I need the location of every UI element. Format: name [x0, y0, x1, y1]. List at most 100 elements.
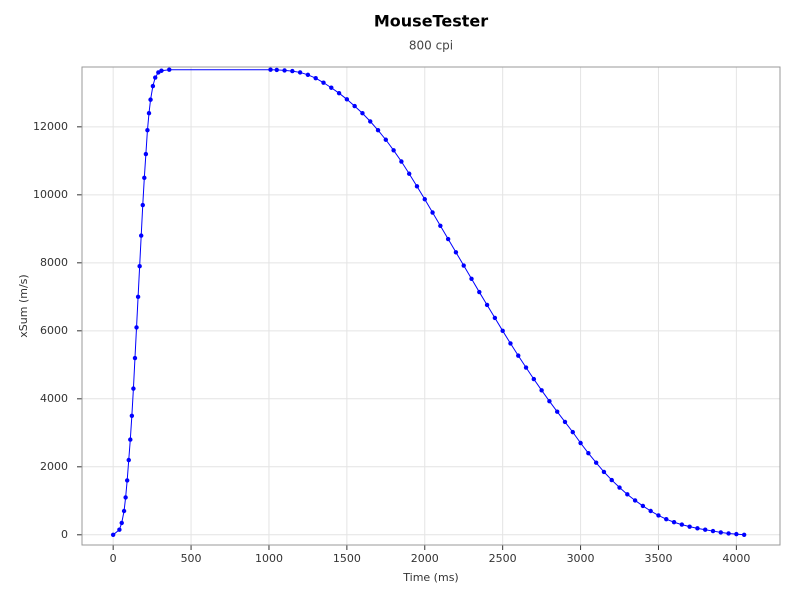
- data-point: [469, 276, 474, 282]
- data-point: [132, 355, 138, 361]
- data-point: [305, 72, 311, 78]
- data-point: [508, 341, 513, 346]
- data-point: [128, 437, 133, 442]
- data-point: [687, 524, 692, 529]
- y-axis-label: xSum (m/s): [17, 274, 30, 337]
- data-point: [131, 386, 136, 391]
- data-point: [352, 103, 357, 109]
- data-point: [123, 495, 128, 500]
- data-point: [570, 429, 575, 435]
- data-point: [321, 80, 326, 85]
- y-tick-label: 12000: [33, 120, 68, 133]
- data-point: [726, 531, 731, 536]
- data-point: [274, 67, 279, 73]
- x-tick-label: 1000: [255, 552, 283, 565]
- data-point: [383, 137, 389, 142]
- data-point: [516, 353, 521, 358]
- data-point: [632, 498, 638, 503]
- data-point: [601, 469, 607, 475]
- data-point: [139, 233, 144, 238]
- data-point: [695, 526, 700, 531]
- y-tick-label: 10000: [33, 188, 68, 201]
- x-tick-label: 2500: [489, 552, 517, 565]
- plot-frame: [81, 66, 781, 546]
- data-point: [710, 528, 716, 534]
- y-tick-label: 0: [61, 528, 68, 541]
- data-point: [360, 111, 365, 116]
- data-point: [414, 184, 420, 189]
- data-point: [110, 532, 116, 538]
- data-point: [153, 75, 158, 80]
- data-point: [648, 508, 653, 514]
- data-point: [531, 376, 537, 382]
- data-point: [477, 289, 482, 295]
- data-point: [547, 398, 552, 404]
- x-axis-label: Time (ms): [402, 571, 458, 584]
- data-point: [145, 128, 150, 133]
- data-point: [586, 451, 591, 456]
- data-point: [159, 68, 164, 73]
- data-point: [119, 520, 124, 526]
- data-point: [718, 530, 723, 535]
- data-point: [578, 440, 583, 446]
- y-tick-label: 8000: [40, 256, 68, 269]
- data-point: [430, 210, 435, 215]
- data-point: [484, 302, 490, 308]
- data-point: [391, 148, 396, 153]
- data-point: [500, 328, 505, 334]
- x-tick-label: 1500: [333, 552, 361, 565]
- data-point: [609, 477, 614, 483]
- data-point: [399, 159, 404, 164]
- data-point: [562, 419, 568, 425]
- x-tick-label: 3000: [567, 552, 595, 565]
- data-point: [282, 68, 287, 73]
- data-point: [150, 83, 156, 89]
- x-tick-label: 0: [110, 552, 117, 565]
- chart-subtitle: 800 cpi: [409, 39, 453, 53]
- data-point: [268, 67, 273, 72]
- data-point: [167, 67, 172, 72]
- data-point: [135, 294, 141, 300]
- data-point: [137, 264, 142, 269]
- data-point: [734, 531, 739, 537]
- data-point: [313, 76, 318, 81]
- y-tick-label: 4000: [40, 392, 68, 405]
- data-point: [523, 365, 529, 370]
- data-point: [143, 151, 149, 157]
- data-point: [664, 516, 669, 522]
- y-tick-label: 6000: [40, 324, 68, 337]
- data-point: [329, 85, 334, 90]
- data-point: [461, 263, 466, 268]
- data-point: [368, 119, 373, 124]
- x-tick-label: 4000: [722, 552, 750, 565]
- data-point: [126, 457, 131, 463]
- x-tick-label: 2000: [411, 552, 439, 565]
- data-point: [121, 508, 127, 514]
- data-point: [422, 197, 427, 202]
- data-point: [140, 202, 145, 208]
- y-tick-label: 2000: [40, 460, 68, 473]
- data-point: [142, 175, 147, 181]
- data-point: [593, 460, 599, 465]
- data-point: [671, 520, 677, 525]
- data-point: [539, 388, 544, 393]
- data-point: [492, 315, 498, 321]
- data-point: [555, 409, 560, 414]
- data-point: [297, 70, 303, 75]
- data-point: [146, 111, 152, 116]
- data-point: [375, 128, 381, 133]
- data-point: [703, 527, 708, 532]
- data-point: [344, 97, 350, 102]
- data-line: [112, 69, 745, 536]
- data-point: [117, 527, 122, 532]
- data-point: [445, 236, 451, 242]
- data-point: [124, 478, 130, 483]
- x-tick-label: 3500: [644, 552, 672, 565]
- data-point: [129, 413, 135, 419]
- data-point: [336, 90, 342, 96]
- data-point: [406, 171, 412, 176]
- data-point: [438, 223, 443, 228]
- data-point: [617, 485, 622, 490]
